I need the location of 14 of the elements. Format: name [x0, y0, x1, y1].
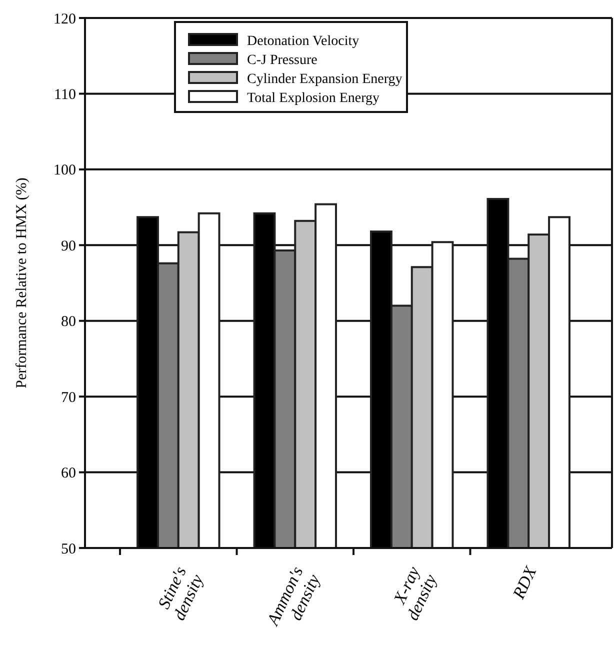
- legend-label: Total Explosion Energy: [247, 90, 380, 106]
- legend-label: C-J Pressure: [247, 52, 318, 68]
- y-tick-label: 80: [61, 314, 76, 330]
- y-tick-label: 110: [54, 86, 76, 103]
- y-tick-label: 90: [61, 238, 76, 254]
- legend-label: Cylinder Expansion Energy: [247, 72, 402, 87]
- x-tick-label: RDX: [508, 563, 540, 603]
- y-axis-title: Performance Relative to HMX (%): [14, 178, 30, 388]
- y-tick-label: 120: [54, 11, 76, 28]
- legend-label: Detonation Velocity: [247, 34, 360, 49]
- y-tick-label: 60: [61, 466, 76, 482]
- y-tick-label: 70: [61, 390, 76, 406]
- y-tick-label: 100: [54, 162, 76, 179]
- y-tick-label: 50: [61, 541, 76, 558]
